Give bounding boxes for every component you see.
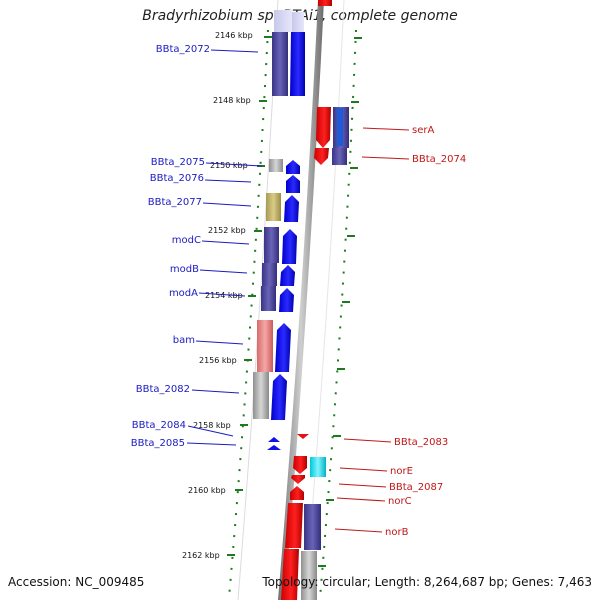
label-modb[interactable]: modB	[170, 264, 199, 275]
label-bbta-2075[interactable]: BBta_2075	[151, 157, 205, 168]
gene-modb[interactable]	[280, 265, 295, 286]
genome-backbone	[278, 0, 324, 600]
right-leaders	[334, 127, 410, 533]
kbp-2160: 2160 kbp	[188, 486, 226, 495]
label-bbta-2083[interactable]: BBta_2083	[394, 437, 448, 448]
gene-bbta-2076[interactable]	[286, 175, 300, 193]
kbp-2152: 2152 kbp	[208, 226, 246, 235]
similarity-bbta-2074[interactable]	[332, 148, 347, 165]
kbp-2158: 2158 kbp	[193, 421, 231, 430]
label-norc[interactable]: norC	[388, 496, 412, 507]
similarity-modb[interactable]	[262, 263, 277, 286]
label-bbta-2077[interactable]: BBta_2077	[148, 197, 202, 208]
ruler-labels: 2146 kbp 2148 kbp 2150 kbp 2152 kbp 2154…	[182, 31, 253, 560]
label-modc[interactable]: modC	[172, 235, 201, 246]
accession-text: Accession: NC_009485	[8, 575, 145, 589]
similarity-bottom-grey	[301, 551, 317, 600]
gene-bbta-2075[interactable]	[286, 160, 300, 174]
gene-modc[interactable]	[282, 229, 297, 264]
similarity-bbta-2072[interactable]	[272, 32, 288, 96]
feature-top-lavender	[292, 12, 304, 32]
gene-bbta-2074[interactable]	[314, 148, 329, 165]
gene-moda[interactable]	[279, 288, 294, 312]
right-gene-labels: serA BBta_2074 BBta_2083 norE BBta_2087 …	[385, 125, 466, 538]
gene-norc[interactable]	[290, 486, 304, 500]
gene-bbta-2072[interactable]	[290, 32, 305, 96]
similarity-sera-accent	[337, 108, 343, 146]
kbp-2146: 2146 kbp	[215, 31, 253, 40]
label-sera[interactable]: serA	[412, 125, 434, 136]
gene-sera[interactable]	[316, 107, 331, 148]
gene-bbta-2083[interactable]	[297, 434, 309, 439]
label-moda[interactable]: modA	[169, 288, 198, 299]
similarity-norb[interactable]	[304, 504, 321, 550]
gene-norb[interactable]	[285, 503, 303, 548]
similarity-bbta-2082[interactable]	[253, 372, 269, 419]
kbp-2156: 2156 kbp	[199, 356, 237, 365]
genome-summary-text: Topology: circular; Length: 8,264,687 bp…	[262, 575, 592, 589]
similarity-bam[interactable]	[257, 320, 273, 372]
similarity-moda[interactable]	[261, 286, 276, 311]
similarity-bbta-2077[interactable]	[266, 193, 281, 221]
feature-top-lavender	[274, 10, 292, 32]
similarity-bbta-2075[interactable]	[269, 159, 283, 172]
label-bbta-2084[interactable]: BBta_2084	[132, 420, 186, 431]
label-bbta-2082[interactable]: BBta_2082	[136, 384, 190, 395]
ruler-right	[318, 29, 362, 599]
gene-bbta-2085[interactable]	[267, 445, 281, 450]
label-nore[interactable]: norE	[390, 466, 413, 477]
kbp-2162: 2162 kbp	[182, 551, 220, 560]
similarity-nore[interactable]	[310, 457, 326, 477]
left-leaders	[186, 49, 263, 446]
label-bbta-2087[interactable]: BBta_2087	[389, 482, 443, 493]
label-bbta-2085[interactable]: BBta_2085	[131, 438, 185, 449]
gene-nore[interactable]	[293, 456, 307, 474]
similarity-modc[interactable]	[264, 227, 279, 263]
gene-bbta-2084[interactable]	[268, 437, 280, 442]
kbp-2150: 2150 kbp	[210, 161, 248, 170]
label-bbta-2074[interactable]: BBta_2074	[412, 154, 466, 165]
kbp-2148: 2148 kbp	[213, 96, 251, 105]
gene-bottom-red[interactable]	[281, 549, 299, 600]
left-gene-labels: BBta_2072 BBta_2075 BBta_2076 BBta_2077 …	[131, 44, 210, 449]
label-norb[interactable]: norB	[385, 527, 409, 538]
gene-bbta-2082[interactable]	[271, 374, 287, 420]
kbp-2154: 2154 kbp	[205, 291, 243, 300]
feature-top-red[interactable]	[318, 0, 332, 6]
label-bam[interactable]: bam	[173, 335, 195, 346]
gene-bbta-2087[interactable]	[291, 475, 305, 484]
gene-bbta-2077[interactable]	[284, 195, 299, 222]
label-bbta-2072[interactable]: BBta_2072	[156, 44, 210, 55]
ruler-left	[227, 29, 272, 599]
label-bbta-2076[interactable]: BBta_2076	[150, 173, 204, 184]
gene-bam[interactable]	[275, 323, 291, 372]
